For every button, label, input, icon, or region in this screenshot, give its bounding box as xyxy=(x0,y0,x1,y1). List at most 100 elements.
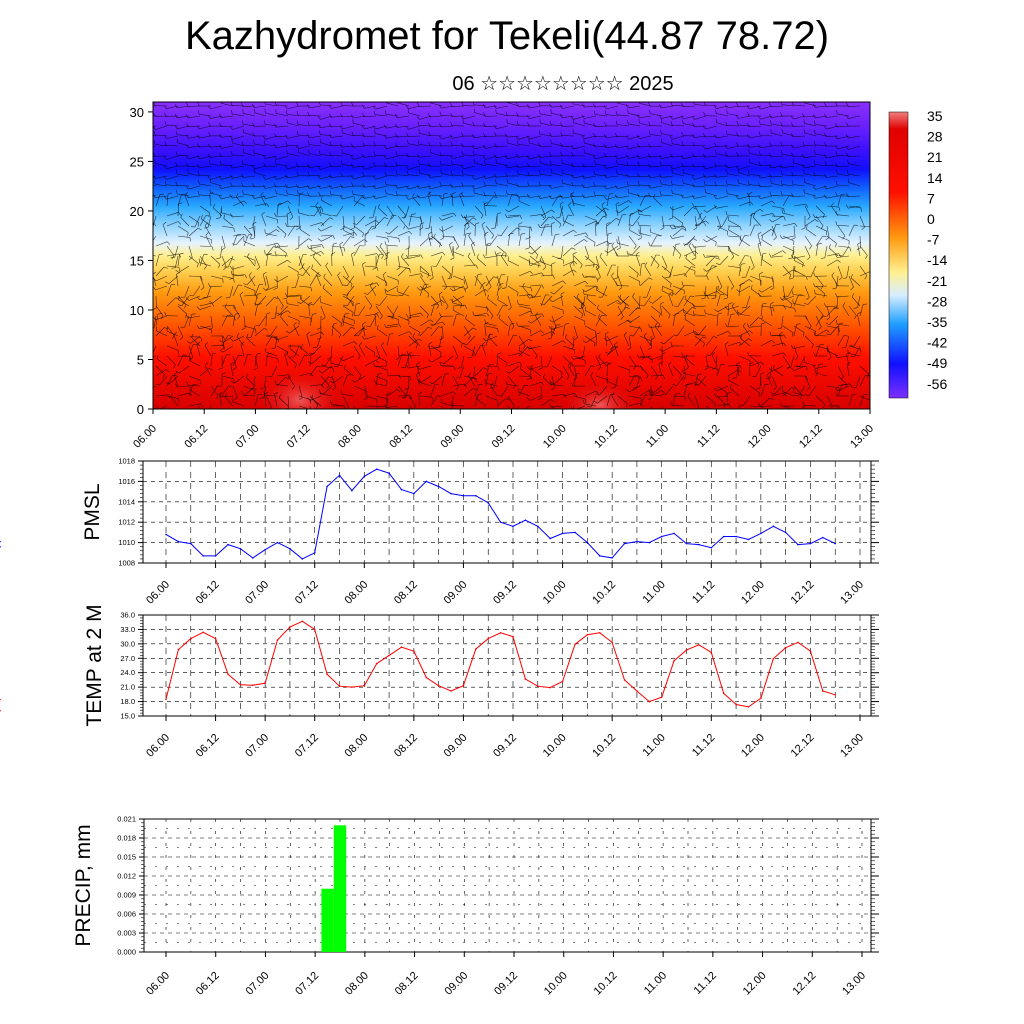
wind-barb-flag xyxy=(812,194,816,199)
wind-barb xyxy=(496,162,509,167)
wind-barb-flag xyxy=(229,265,233,270)
wind-barb xyxy=(300,295,311,304)
wind-barb-flag xyxy=(482,103,486,108)
wind-barb-flag xyxy=(732,377,737,379)
wind-barb-flag xyxy=(648,301,653,304)
wind-barb xyxy=(562,229,574,237)
wind-barb-flag xyxy=(379,242,383,247)
wind-barb-flag xyxy=(450,170,453,175)
wind-barb-flag xyxy=(223,214,226,219)
wind-barb-flag xyxy=(497,366,500,371)
wind-barb xyxy=(342,355,355,362)
wind-barb xyxy=(276,163,289,167)
wind-barb-flag xyxy=(713,134,717,139)
wind-barb-flag xyxy=(805,394,810,396)
wind-barb-flag xyxy=(593,132,596,137)
wind-barb xyxy=(586,298,597,307)
wind-barb-flag xyxy=(506,138,508,144)
wind-barb-flag xyxy=(780,150,783,155)
wind-barb-flag xyxy=(332,367,334,372)
wind-barb-flag xyxy=(831,272,835,276)
wind-barb-flag xyxy=(504,253,507,258)
data-point xyxy=(698,543,700,546)
wind-barb-flag xyxy=(472,150,475,155)
wind-barb-flag xyxy=(350,175,354,180)
wind-barb xyxy=(474,185,487,190)
wind-barb-flag xyxy=(332,235,335,240)
wind-barb xyxy=(298,355,305,367)
wind-barb xyxy=(671,105,685,107)
wind-barb-flag xyxy=(560,151,563,156)
wind-barb-flag xyxy=(638,102,640,104)
wind-barb xyxy=(265,185,278,189)
wind-barb-flag xyxy=(580,264,583,269)
wind-barb xyxy=(848,353,861,357)
wind-barb-flag xyxy=(189,385,191,390)
wind-barb-flag xyxy=(637,143,640,148)
wind-barb-flag xyxy=(487,373,492,375)
wind-barb xyxy=(683,123,696,127)
wind-barb-flag xyxy=(363,239,368,243)
wind-barb xyxy=(540,113,553,117)
data-point xyxy=(264,682,266,685)
wind-barb xyxy=(232,234,245,237)
wind-barb xyxy=(254,294,258,307)
wind-barb-flag xyxy=(329,141,332,146)
wind-barb-flag xyxy=(264,391,269,395)
wind-barb-flag xyxy=(820,257,825,259)
wind-barb xyxy=(859,304,864,317)
data-point xyxy=(190,542,192,545)
wind-barb-flag xyxy=(395,170,398,175)
wind-barb xyxy=(793,385,803,396)
wind-barb-flag xyxy=(439,141,442,146)
wind-barb-flag xyxy=(703,291,706,296)
wind-barb-flag xyxy=(576,293,579,298)
wind-barb-flag xyxy=(563,394,567,398)
wind-barb xyxy=(529,395,542,401)
wind-barb xyxy=(419,115,432,120)
wind-barb-flag xyxy=(618,287,623,291)
wind-barb xyxy=(694,220,706,227)
wind-barb-flag xyxy=(274,391,278,395)
wind-barb xyxy=(386,102,399,107)
wind-barb xyxy=(507,155,520,159)
wind-barb-flag xyxy=(769,331,772,336)
wind-barb xyxy=(837,335,845,347)
wind-barb xyxy=(463,275,468,288)
y-tick-label: 1014 xyxy=(118,497,135,506)
wind-barb-flag xyxy=(582,289,586,293)
wind-barb xyxy=(804,123,817,127)
wind-barb xyxy=(794,269,806,277)
wind-barb xyxy=(749,405,763,408)
wind-barb xyxy=(757,244,762,257)
wind-barb xyxy=(297,175,311,177)
wind-barb-flag xyxy=(504,164,508,169)
wind-barb-flag xyxy=(186,162,189,167)
wind-barb xyxy=(804,219,816,227)
x-tick-label: 07.12 xyxy=(293,732,321,760)
wind-barb-flag xyxy=(346,292,349,297)
wind-barb xyxy=(342,125,355,130)
data-point xyxy=(0,709,1,712)
wind-barb xyxy=(408,174,421,177)
wind-barb-flag xyxy=(636,114,640,119)
wind-barb-flag xyxy=(418,331,420,336)
wind-barb-flag xyxy=(594,242,596,247)
wind-barb-flag xyxy=(142,125,144,128)
wind-barb xyxy=(828,247,839,257)
wind-barb-flag xyxy=(273,176,277,180)
wind-barb-flag xyxy=(768,164,772,168)
wind-barb xyxy=(265,242,278,247)
wind-barb-flag xyxy=(352,222,357,225)
wind-barb-flag xyxy=(637,180,640,185)
wind-barb-flag xyxy=(361,196,366,199)
wind-barb-flag xyxy=(317,166,321,170)
wind-barb-flag xyxy=(738,369,742,373)
y-tick-label: 1012 xyxy=(118,518,135,527)
wind-barb-flag xyxy=(362,183,365,188)
wind-barb-flag xyxy=(845,204,849,209)
wind-barb xyxy=(749,224,755,237)
y-tick-label: 0.021 xyxy=(117,815,136,824)
wind-barb xyxy=(507,315,515,327)
wind-barb-flag xyxy=(372,105,376,110)
